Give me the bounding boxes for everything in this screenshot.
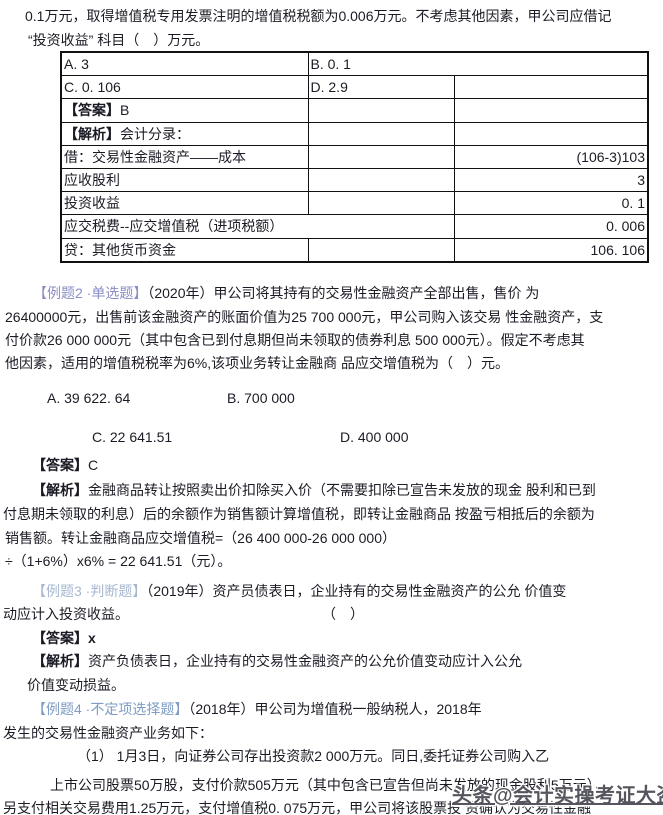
example2-line4: 他因素，适用的增值税税率为6%,该项业务转让金融商 品应交增值税为（ ）元。	[5, 355, 510, 371]
analysis-label: 【解析】	[64, 125, 120, 142]
example2-analysis-line2: 付息期未领取的利息）后的余额作为销售额计算增值税，即转让金融商品 按盈亏相抵后的…	[3, 506, 595, 522]
example3-answer-paren: （ ）	[322, 606, 364, 622]
example3-answer: 【答案】x	[32, 629, 96, 647]
example3-analysis-label: 【解析】	[32, 653, 88, 669]
example2-line1: 【例题2 ·单选题】（2020年）甲公司将其持有的交易性金融资产全部出售，售价 …	[33, 284, 539, 302]
question1-text-line1: 0.1万元，取得增值税专用发票注明的增值税税额为0.006万元。不考虑其他因素，…	[25, 8, 612, 24]
option-d-cell: D. 2.9	[307, 75, 455, 100]
example4-line1-text: （2018年）甲公司为增值税一般纳税人，2018年	[188, 701, 482, 717]
question1-table: A. 3 B. 0. 1 C. 0. 106 D. 2.9 【答案】B 【解析】…	[60, 51, 649, 263]
example3-answer-label: 【答案】	[32, 630, 88, 646]
example2-answer-value: C	[88, 457, 99, 473]
entry-dividend-amount: 3	[453, 167, 649, 193]
watermark-text: 头条@会计实操考证大盗	[452, 785, 663, 807]
table-row: 【解析】会计分录：	[60, 121, 649, 146]
example3-analysis-line2: 价值变动损益。	[27, 677, 125, 693]
answer-value: B	[120, 102, 130, 119]
example4-heading: 【例题4 ·不定项选择题】	[32, 701, 189, 717]
empty-cell	[307, 121, 455, 146]
option-c-cell: C. 0. 106	[60, 75, 309, 100]
empty-cell	[307, 191, 455, 216]
example2-option-a: A. 39 622. 64	[47, 390, 131, 406]
table-row: C. 0. 106 D. 2.9	[60, 75, 649, 100]
empty-cell	[307, 98, 455, 123]
example2-line1-text: （2020年）甲公司将其持有的交易性金融资产全部出售，售价 为	[147, 285, 540, 301]
example3-analysis-text1: 资产负债表日，企业持有的交易性金融资产的公允价值变动应计入公允	[88, 653, 522, 669]
example2-option-c: C. 22 641.51	[92, 429, 173, 445]
entry-investment-income: 投资收益	[60, 191, 309, 216]
example2-analysis-text1: 金融商品转让按照卖出价扣除买入价（不需要扣除已宣告未发放的现金 股利和已到	[88, 482, 596, 498]
table-row: 贷：其他货币资金 106. 106	[60, 237, 649, 263]
empty-cell	[453, 121, 649, 146]
example2-answer-label: 【答案】	[32, 457, 88, 473]
analysis-cell: 【解析】会计分录：	[60, 121, 309, 146]
entry-vat-amount: 0. 006	[453, 214, 649, 239]
example2-line3: 付价款26 000 000元（其中包含已到付息期但尚未领取的债券利息 500 0…	[5, 332, 585, 348]
table-row: A. 3 B. 0. 1	[60, 51, 649, 77]
example2-analysis-line1: 【解析】金融商品转让按照卖出价扣除买入价（不需要扣除已宣告未发放的现金 股利和已…	[32, 481, 596, 499]
example2-line2: 26400000元，出售前该金融资产的账面价值为25 700 000元，甲公司购…	[5, 309, 604, 325]
example3-line2: 动应计入投资收益。	[3, 606, 129, 622]
example4-line3: （1） 1月3日，向证券公司存出投资款2 000万元。同日,委托证券公司购入乙	[77, 748, 550, 764]
example2-option-d: D. 400 000	[340, 429, 409, 445]
example3-answer-value: x	[88, 630, 96, 646]
example4-line5: 另支付相关交易费用1.25万元，支付增值税0. 075万元，甲公司将该股票投 资…	[3, 800, 592, 815]
entry-credit-amount: 106. 106	[453, 237, 649, 263]
empty-cell	[307, 167, 455, 193]
example3-line1-text: （2019年）资产员债表日，企业持有的交易性金融资产的公允 价值变	[146, 583, 567, 599]
analysis-title: 会计分录：	[120, 125, 190, 142]
entry-investment-income-amount: 0. 1	[453, 191, 649, 216]
table-row: 借：交易性金融资产——成本 (106-3)103	[60, 144, 649, 169]
option-b-cell: B. 0. 1	[307, 51, 649, 77]
example2-answer: 【答案】C	[32, 456, 98, 474]
entry-credit-other-money: 贷：其他货币资金	[60, 237, 309, 263]
example2-option-b: B. 700 000	[227, 390, 295, 406]
table-row: 投资收益 0. 1	[60, 191, 649, 216]
entry-debit-cost-amount: (106-3)103	[453, 144, 649, 169]
table-row: 应收股利 3	[60, 167, 649, 193]
example3-analysis-line1: 【解析】资产负债表日，企业持有的交易性金融资产的公允价值变动应计入公允	[32, 652, 522, 670]
question1-text-line2: “投资收益” 科目（ ）万元。	[28, 32, 210, 48]
entry-dividend-receivable: 应收股利	[60, 167, 309, 193]
example4-line2: 发生的交易性金融资产业务如下：	[3, 725, 213, 741]
empty-cell	[307, 144, 455, 169]
example2-heading: 【例题2 ·单选题】	[33, 285, 148, 301]
empty-cell	[453, 98, 649, 123]
table-row: 【答案】B	[60, 98, 649, 123]
example4-line4: 上市公司股票50万股，支付价款505万元（其中包含已宣告但尚未发放的现金股利5万…	[50, 777, 608, 793]
example2-analysis-label: 【解析】	[32, 482, 88, 498]
entry-debit-cost: 借：交易性金融资产——成本	[60, 144, 309, 169]
example2-analysis-line3: 销售额。转让金融商品应交增值税=（26 400 000-26 000 000）	[5, 530, 396, 546]
table-row: 应交税费--应交增值税（进项税额） 0. 006	[60, 214, 649, 239]
example4-line1: 【例题4 ·不定项选择题】（2018年）甲公司为增值税一般纳税人，2018年	[32, 700, 482, 718]
entry-vat-input-tax: 应交税费--应交增值税（进项税额）	[60, 214, 455, 239]
example2-analysis-line4: ÷（1+6%）x6% = 22 641.51（元）。	[5, 553, 232, 569]
empty-cell	[453, 75, 649, 100]
example3-heading: 【例题3 ·判断题】	[32, 583, 147, 599]
example3-line1: 【例题3 ·判断题】（2019年）资产员债表日，企业持有的交易性金融资产的公允 …	[32, 582, 566, 600]
answer-cell: 【答案】B	[60, 98, 309, 123]
answer-label: 【答案】	[64, 102, 120, 119]
empty-cell	[307, 237, 455, 263]
option-a-cell: A. 3	[60, 51, 309, 77]
